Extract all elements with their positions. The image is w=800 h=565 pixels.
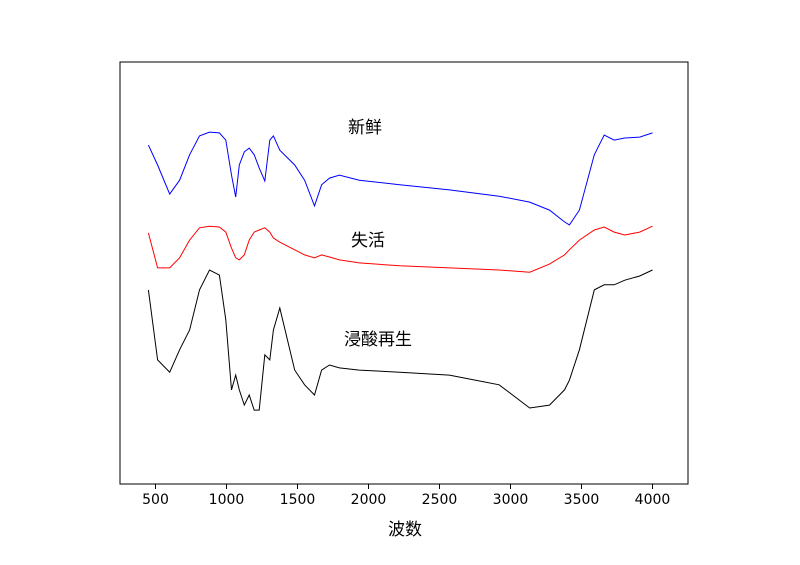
x-tick-label: 1000 <box>209 492 245 508</box>
x-tick-label: 2500 <box>422 492 458 508</box>
x-tick-label: 2000 <box>351 492 387 508</box>
plot-frame <box>119 61 689 485</box>
x-tick-label: 4000 <box>635 492 671 508</box>
series-label: 浸酸再生 <box>344 330 412 350</box>
x-tick-label: 3500 <box>564 492 600 508</box>
x-tick-label: 3000 <box>493 492 529 508</box>
spectrum-line <box>147 131 653 226</box>
spectrum-line <box>147 225 653 273</box>
series-label: 失活 <box>351 231 385 251</box>
x-tick-label: 1500 <box>280 492 316 508</box>
x-tick-label: 500 <box>142 492 169 508</box>
x-axis-label: 波数 <box>388 520 422 540</box>
series-label: 新鲜 <box>348 118 382 138</box>
spectrum-line <box>147 269 653 411</box>
